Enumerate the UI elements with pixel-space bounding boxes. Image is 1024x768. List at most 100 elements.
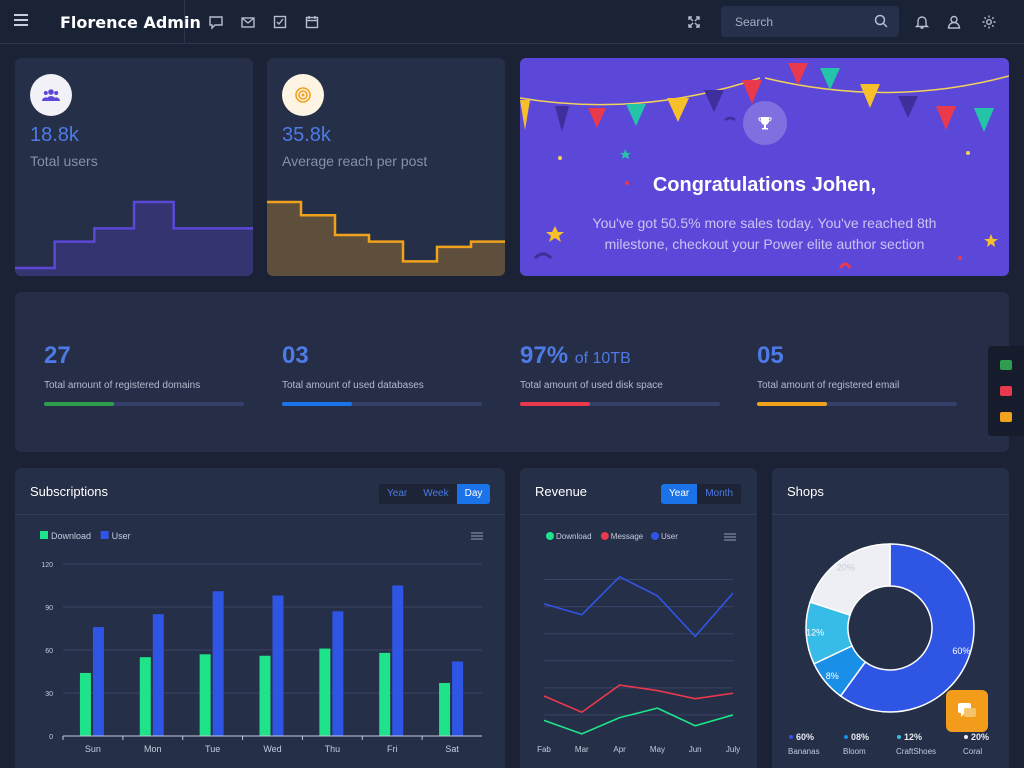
users-icon	[30, 74, 72, 116]
legend-label: Download	[51, 531, 91, 541]
money-icon[interactable]	[1000, 360, 1012, 370]
hamburger-icon[interactable]	[14, 14, 28, 26]
gear-icon[interactable]	[981, 14, 997, 30]
bar-user	[332, 611, 344, 736]
bar-user	[212, 591, 224, 736]
bar-user	[452, 661, 464, 736]
kpi-progress-fill	[757, 402, 827, 406]
legend-value: 60%	[796, 732, 814, 742]
tab-day[interactable]: Day	[456, 484, 491, 504]
bar-download	[79, 672, 91, 736]
legend-label: Coral	[963, 747, 982, 756]
panel-title: Revenue	[535, 484, 588, 499]
target-icon	[282, 74, 324, 116]
donut-slice	[839, 543, 975, 713]
chat-fab-button[interactable]	[946, 690, 988, 732]
panel-divider	[520, 514, 757, 515]
legend-label: Message	[611, 532, 644, 541]
tab-month[interactable]: Month	[705, 488, 734, 499]
line-user	[543, 575, 734, 638]
search-input[interactable]	[721, 6, 871, 37]
legend-dot	[546, 532, 554, 540]
legend-label: User	[661, 532, 678, 541]
sparkline-area	[267, 202, 505, 276]
stat-label: Total users	[30, 153, 98, 169]
bar-download	[199, 654, 211, 736]
legend-value: 20%	[971, 732, 989, 742]
checkbox-icon[interactable]	[272, 14, 288, 30]
kpi-suffix: of 10TB	[574, 350, 631, 367]
x-tick-label: Fab	[537, 745, 551, 754]
x-tick-label: May	[650, 745, 665, 754]
line-download	[543, 707, 734, 735]
kpi-label: Total amount of registered email	[757, 380, 900, 391]
slice-label: 60%	[952, 646, 970, 656]
fullscreen-icon[interactable]	[686, 14, 702, 30]
chart-menu-icon	[724, 533, 736, 541]
legend-dot	[844, 735, 848, 739]
legend-dot	[651, 532, 659, 540]
kpi-value: 27	[44, 342, 71, 369]
y-tick-label: 120	[41, 562, 53, 569]
kpi-databases: 03 Total amount of used databases	[282, 342, 482, 406]
bell-icon[interactable]	[914, 14, 930, 30]
side-toolbar	[988, 346, 1024, 436]
kpi-progress-fill	[282, 402, 352, 406]
sparkline-line	[15, 200, 253, 270]
stat-card-reach: 35.8k Average reach per post	[267, 58, 505, 276]
stat-card-users: 18.8k Total users	[15, 58, 253, 276]
x-tick-label: Wed	[263, 744, 281, 754]
x-tick-label: Mon	[144, 744, 162, 754]
kpi-value: 97%	[520, 342, 569, 369]
calendar-icon[interactable]	[304, 14, 320, 30]
tab-year[interactable]: Year	[387, 488, 408, 499]
app-title: Florence Admin	[60, 13, 201, 32]
legend-label: Bananas	[788, 747, 820, 756]
kpi-disk-space: 97% of 10TB Total amount of used disk sp…	[520, 342, 720, 406]
slice-label: 20%	[837, 562, 855, 572]
kpi-email: 05 Total amount of registered email	[757, 342, 957, 406]
legend-dot	[964, 735, 968, 739]
x-tick-label: Mar	[575, 745, 589, 754]
subscriptions-panel: Subscriptions Year Week Day Download User…	[15, 468, 505, 768]
congrats-title: Congratulations Johen,	[652, 174, 877, 196]
legend-swatch	[100, 531, 109, 539]
bar-download	[319, 648, 331, 736]
mail-icon[interactable]	[240, 14, 256, 30]
panel-divider	[772, 514, 1009, 515]
chart-menu-icon	[471, 532, 483, 540]
navbar-divider	[184, 0, 185, 44]
legend-swatch	[40, 531, 48, 539]
shops-donut-chart: 60% 8% 12% 20% 60% Bananas 08% Bloom 12% CraftSho…	[788, 543, 989, 756]
stat-label: Average reach per post	[282, 153, 428, 169]
bar-user	[152, 614, 164, 736]
line-message	[543, 684, 734, 714]
x-tick-label: Sat	[445, 744, 459, 754]
legend-value: 08%	[851, 732, 869, 742]
bar-user	[272, 595, 284, 736]
tab-week[interactable]: Week	[423, 488, 449, 499]
tab-year[interactable]: Year	[661, 484, 698, 504]
slice-label: 8%	[826, 671, 839, 681]
kpi-progress	[520, 402, 720, 406]
congrats-card: Congratulations Johen, You've got 50.5% …	[520, 58, 1009, 276]
x-tick-label: Jun	[689, 745, 702, 754]
kpi-progress	[282, 402, 482, 406]
image-icon[interactable]	[1000, 386, 1012, 396]
search-icon[interactable]	[873, 13, 889, 29]
legend-label: CraftShoes	[896, 747, 936, 756]
x-tick-label: July	[726, 745, 740, 754]
revenue-line-chart: Download Message User Fab Mar Apr May Jun July	[537, 532, 740, 754]
panel-title: Shops	[787, 484, 824, 499]
y-tick-label: 60	[45, 648, 53, 655]
legend-dot	[897, 735, 901, 739]
kpi-label: Total amount of registered domains	[44, 380, 201, 391]
bar-user	[92, 627, 104, 736]
legend-dot	[600, 532, 609, 540]
y-tick-label: 90	[45, 605, 53, 612]
chat-icon[interactable]	[208, 14, 224, 30]
chat-bubble-icon[interactable]	[1000, 412, 1012, 422]
legend-dot	[789, 735, 793, 739]
chat-icon	[958, 703, 976, 717]
user-icon[interactable]	[946, 14, 962, 30]
